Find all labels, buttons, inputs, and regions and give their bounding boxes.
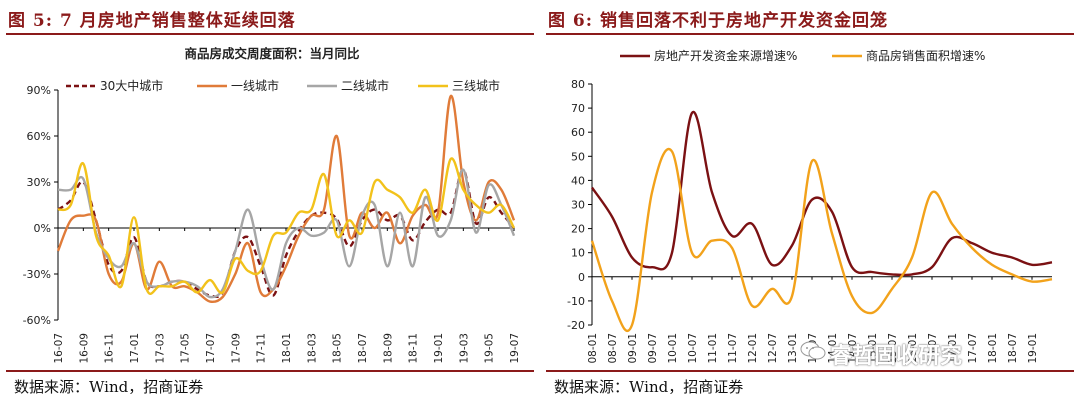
y-tick-label: 50 bbox=[571, 150, 585, 163]
x-tick-label: 16-01 bbox=[907, 333, 919, 364]
x-tick-label: 17-07 bbox=[967, 333, 979, 364]
y-tick-label: 70 bbox=[571, 102, 585, 115]
x-tick-label: 17-07 bbox=[205, 333, 217, 364]
watermark-text: 睿哲固收研究 bbox=[830, 344, 963, 369]
x-tick-label: 19-01 bbox=[1027, 333, 1039, 364]
x-tick-label: 15-07 bbox=[887, 333, 899, 364]
x-tick-label: 12-01 bbox=[747, 333, 759, 364]
legend-label: 一线城市 bbox=[231, 78, 279, 93]
legend-label: 30大中城市 bbox=[100, 78, 163, 93]
y-tick-label: 20 bbox=[571, 223, 585, 236]
figure-5-title: 图 5: 7 月房地产销售整体延续回落 bbox=[8, 11, 296, 31]
x-tick-label: 13-01 bbox=[787, 333, 799, 364]
wechat-icon bbox=[800, 341, 826, 360]
figure-5-source: 数据来源：Wind，招商证券 bbox=[14, 378, 204, 396]
x-tick-label: 18-11 bbox=[408, 333, 420, 364]
series-line bbox=[57, 157, 516, 295]
x-tick-label: 19-03 bbox=[458, 333, 470, 364]
y-tick-label: 30% bbox=[27, 176, 51, 189]
x-tick-label: 11-07 bbox=[727, 333, 739, 364]
y-tick-label: 30 bbox=[571, 199, 585, 212]
series-line bbox=[56, 94, 516, 304]
x-tick-label: 16-07 bbox=[53, 333, 65, 364]
x-tick-label: 14-01 bbox=[827, 333, 839, 364]
x-tick-label: 18-07 bbox=[1007, 333, 1019, 364]
legend-label: 商品房销售面积增速% bbox=[866, 48, 985, 63]
figure-6-top-rule bbox=[546, 33, 1074, 35]
y-tick-label: -20 bbox=[567, 319, 585, 332]
chart-title: 商品房成交周度面积：当月同比 bbox=[184, 46, 360, 61]
x-tick-label: 17-11 bbox=[256, 333, 268, 364]
x-tick-label: 16-11 bbox=[104, 333, 116, 364]
legend-label: 房地产开发资金来源增速% bbox=[654, 48, 797, 63]
x-tick-label: 17-03 bbox=[154, 333, 166, 364]
figure-6-panel: 图 6: 销售回落不利于房地产开发资金回笼 80 70 60 50 40 30 20 10 0 -… bbox=[540, 0, 1080, 405]
x-tick-label: 14-07 bbox=[847, 333, 859, 364]
x-tick-label: 08-07 bbox=[607, 333, 619, 364]
x-tick-label: 17-05 bbox=[180, 333, 192, 364]
x-tick-label: 18-01 bbox=[281, 333, 293, 364]
figure-5-chart: 90% 60% 30% 0% -30% -60%16-07 16-09 16-11 17-01 1… bbox=[23, 46, 521, 364]
x-tick-label: 16-07 bbox=[927, 333, 939, 364]
x-tick-label: 15-01 bbox=[867, 333, 879, 364]
x-tick-label: 18-09 bbox=[382, 333, 394, 364]
x-tick-label: 18-07 bbox=[357, 333, 369, 364]
figure-6-title: 图 6: 销售回落不利于房地产开发资金回笼 bbox=[548, 11, 888, 31]
series-line bbox=[590, 148, 1053, 333]
x-tick-label: 19-05 bbox=[484, 333, 496, 364]
y-tick-label: 0% bbox=[34, 222, 51, 235]
y-tick-label: -60% bbox=[23, 314, 51, 327]
x-tick-label: 17-01 bbox=[947, 333, 959, 364]
y-tick-label: -30% bbox=[23, 268, 51, 281]
x-tick-label: 17-01 bbox=[129, 333, 141, 364]
x-tick-label: 08-01 bbox=[587, 333, 599, 364]
series-line bbox=[57, 168, 516, 299]
x-tick-label: 16-09 bbox=[78, 333, 90, 364]
y-tick-label: 10 bbox=[571, 247, 585, 260]
y-tick-label: 0 bbox=[578, 271, 585, 284]
y-tick-label: 60 bbox=[571, 126, 585, 139]
x-tick-label: 09-07 bbox=[647, 333, 659, 364]
x-tick-label: 09-01 bbox=[627, 333, 639, 364]
y-tick-label: 90% bbox=[27, 84, 51, 97]
y-tick-label: 60% bbox=[27, 130, 51, 143]
y-tick-label: 40 bbox=[571, 174, 585, 187]
x-tick-label: 17-09 bbox=[230, 333, 242, 364]
x-tick-label: 18-05 bbox=[332, 333, 344, 364]
figure-5-top-rule bbox=[6, 33, 534, 35]
x-tick-label: 10-07 bbox=[687, 333, 699, 364]
legend-label: 二线城市 bbox=[341, 78, 389, 93]
x-tick-label: 12-07 bbox=[767, 333, 779, 364]
figure-5-panel: 图 5: 7 月房地产销售整体延续回落 90% 60% 30% 0% -30% -60% 1… bbox=[6, 11, 534, 396]
x-tick-label: 19-01 bbox=[433, 333, 445, 364]
x-tick-label: 10-01 bbox=[667, 333, 679, 364]
series-line bbox=[591, 110, 1053, 277]
legend-label: 三线城市 bbox=[452, 78, 500, 93]
figure-5-bottom-rule bbox=[6, 370, 534, 372]
x-tick-label: 18-01 bbox=[987, 333, 999, 364]
x-tick-label: 18-03 bbox=[306, 333, 318, 364]
y-tick-label: -10 bbox=[567, 295, 585, 308]
figure-6-bottom-rule bbox=[546, 370, 1074, 372]
x-tick-label: 19-07 bbox=[509, 333, 521, 364]
x-tick-label: 11-01 bbox=[707, 333, 719, 364]
figure-6-source: 数据来源：Wind，招商证券 bbox=[554, 378, 744, 396]
y-tick-label: 80 bbox=[571, 78, 585, 91]
